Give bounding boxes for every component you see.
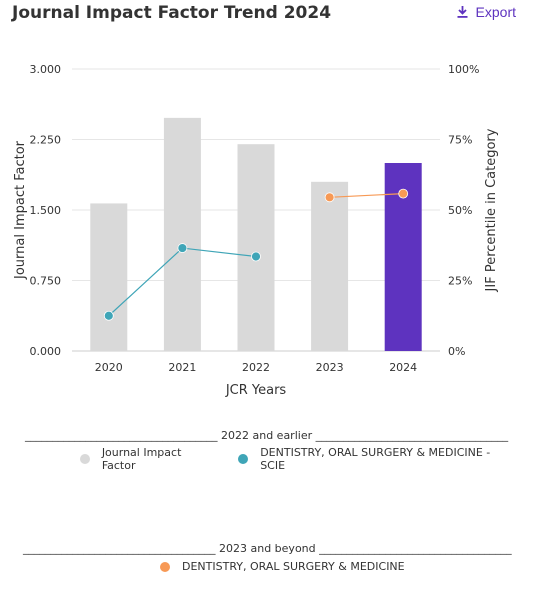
series-1-point-2022 xyxy=(251,251,261,262)
bar-2021 xyxy=(163,117,201,351)
legend-swatch xyxy=(238,454,249,464)
bar-2023 xyxy=(311,181,349,351)
y2-tick-label: 50% xyxy=(448,204,472,217)
x-tick-label: 2020 xyxy=(95,361,123,374)
bar-2020 xyxy=(90,203,128,351)
download-icon xyxy=(457,6,468,18)
legend-label: DENTISTRY, ORAL SURGERY & MEDICINE - SCI… xyxy=(260,446,491,472)
series-1-point-2020 xyxy=(103,310,114,321)
y-tick-label: 0.750 xyxy=(30,275,62,288)
y-tick-label: 2.250 xyxy=(30,134,62,147)
y-tick-label: 0.000 xyxy=(30,345,62,358)
legend-label: Journal Impact Factor xyxy=(101,446,182,472)
series-line-2 xyxy=(329,193,404,198)
bar-2022 xyxy=(237,144,275,351)
legend-item: DENTISTRY, ORAL SURGERY & MEDICINE - SCI… xyxy=(238,446,514,472)
y2-tick-label: 100% xyxy=(448,63,479,76)
y-tick-label: 1.500 xyxy=(30,204,62,217)
y2-tick-label: 0% xyxy=(448,345,465,358)
export-label: Export xyxy=(475,4,516,20)
legend-swatch xyxy=(160,561,170,572)
x-tick-label: 2022 xyxy=(242,361,270,374)
legend-group1-title: ___________________________________ 2022… xyxy=(25,429,509,442)
y2-tick-label: 25% xyxy=(448,275,472,288)
legend-label: DENTISTRY, ORAL SURGERY & MEDICINE xyxy=(182,560,405,573)
series-1-point-2021 xyxy=(177,243,188,253)
chart-header: Journal Impact Factor Trend 2024 Export xyxy=(0,0,536,28)
export-button[interactable]: Export xyxy=(457,4,516,20)
legend-item: Journal Impact Factor xyxy=(80,446,216,472)
jif-trend-chart: 0.000 0.750 1.500 2.250 3.000 0% 25% 50% 75% 100%… xyxy=(13,63,499,398)
legend-group2-title: ___________________________________ 2023… xyxy=(23,542,512,555)
y-axis-title: Journal Impact Factor xyxy=(13,140,28,280)
y-tick-label: 3.000 xyxy=(30,63,62,76)
legend-swatch xyxy=(80,454,90,464)
x-axis-title: JCR Years xyxy=(225,383,287,398)
series-2-point-2024 xyxy=(398,188,409,199)
y2-tick-label: 75% xyxy=(448,134,472,147)
x-tick-label: 2021 xyxy=(168,361,196,374)
x-tick-label: 2023 xyxy=(316,361,344,374)
legend-group2: DENTISTRY, ORAL SURGERY & MEDICINE xyxy=(160,560,427,573)
series-2-point-2023 xyxy=(324,192,335,203)
legend-group1: Journal Impact Factor DENTISTRY, ORAL SUR… xyxy=(80,446,536,472)
y2-axis-title: JIF Percentile in Category xyxy=(484,128,499,292)
legend-item: DENTISTRY, ORAL SURGERY & MEDICINE xyxy=(160,560,405,573)
x-tick-label: 2024 xyxy=(389,361,417,374)
page-title: Journal Impact Factor Trend 2024 xyxy=(12,3,332,23)
